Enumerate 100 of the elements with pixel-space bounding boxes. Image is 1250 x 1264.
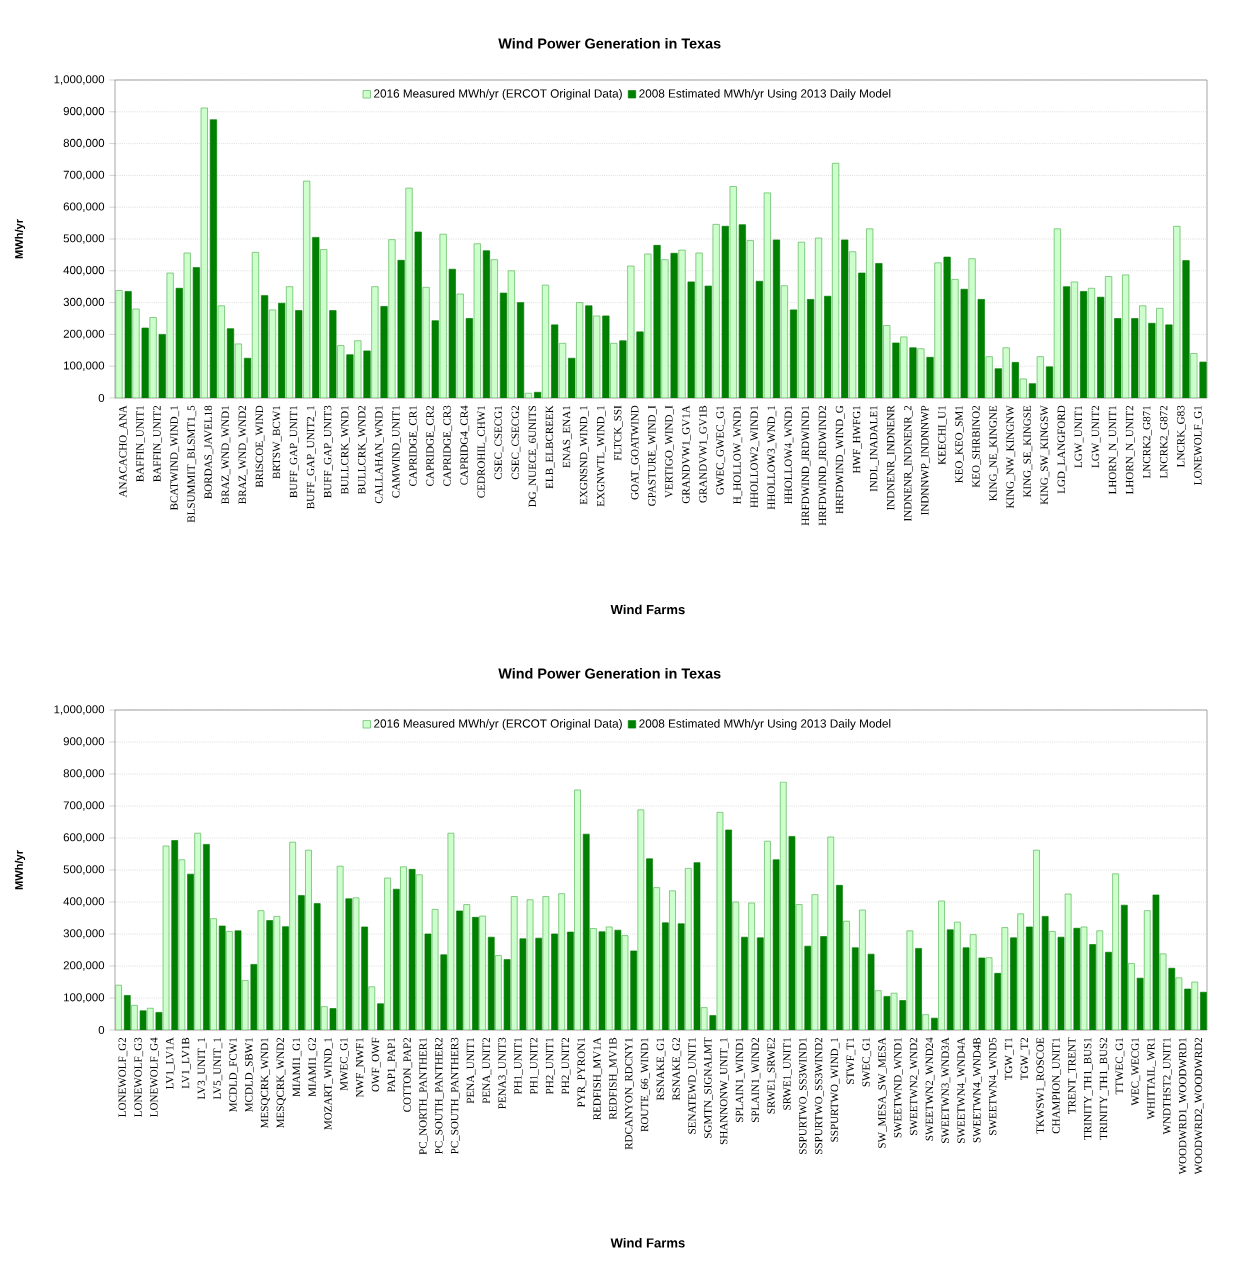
x-tick-label: MCDLD_SBW1 (245, 1037, 254, 1112)
x-tick-label: LONEWOLF_G3 (134, 1037, 144, 1117)
bar (1019, 378, 1027, 398)
x-tick-label: INDNNWP_INDNNWP (921, 405, 930, 515)
x-tick-label: CAPRIDGE_CR3 (443, 405, 453, 486)
bar (541, 284, 550, 398)
bar (141, 327, 149, 398)
y-tick-label: 500,000 (63, 234, 105, 244)
x-tick-label: BUFF_GAP_UNIT3 (323, 405, 333, 498)
bar (217, 305, 225, 398)
x-tick-label: ROUTE_66_WIND1 (640, 1037, 650, 1132)
x-tick-label: HRFDWIND_JRDWIND2 (818, 405, 828, 526)
bar (268, 309, 277, 398)
x-tick-label: WOODWRD1_WOODWRD1 (1178, 1037, 1188, 1175)
bar (337, 345, 345, 398)
bar (448, 268, 456, 398)
chart-title: Wind Power Generation in Texas (498, 668, 721, 679)
x-tick-label: BCATWIND_WIND_1 (170, 405, 180, 511)
x-tick-label: SWEETWND_WND1 (894, 1037, 903, 1138)
bar (814, 237, 823, 398)
bar (183, 252, 191, 398)
y-tick-label: 100,000 (64, 361, 105, 371)
x-tick-label: SW_MESA_SW_MESA (878, 1037, 887, 1148)
bar (149, 317, 157, 398)
x-tick-label: BUFF_GAP_UNIT2_1 (306, 405, 316, 509)
x-tick-label: SSPURTWO_WIND_1 (830, 1037, 840, 1142)
bar (585, 305, 593, 398)
bar (763, 192, 771, 398)
bar (329, 310, 337, 398)
bar (209, 119, 217, 398)
bar (866, 228, 874, 398)
bar (405, 187, 413, 398)
bar (602, 315, 610, 398)
bar (875, 263, 883, 398)
bar (917, 348, 925, 398)
bar (797, 241, 806, 398)
bar (456, 293, 464, 398)
bar (900, 336, 908, 398)
x-tick-label: FLTCK_SSI (613, 405, 623, 461)
x-tick-label: BRAZ_WND_WND1 (221, 405, 231, 504)
bar (278, 302, 286, 398)
x-tick-label: BRTSW_BCW1 (272, 405, 282, 479)
bar (200, 107, 208, 398)
x-tick-label: GWEC_GWEC_G1 (716, 405, 726, 495)
x-tick-label: RDCANYON_RDCNY1 (624, 1037, 634, 1150)
y-tick-label: 1,000,000 (54, 705, 105, 715)
bar (1070, 281, 1079, 398)
bar (772, 239, 781, 398)
x-tick-label: REDFISH_MV1B (609, 1037, 618, 1120)
bar (524, 392, 533, 398)
bar (551, 324, 559, 398)
y-tick-label: 600,000 (63, 202, 105, 212)
bar (234, 343, 242, 398)
bar (482, 250, 490, 398)
x-tick-label: LHORN_N_UNIT2 (1125, 405, 1135, 495)
bar (926, 356, 934, 398)
y-tick-label: 1,000,000 (54, 75, 105, 85)
bar (507, 270, 515, 398)
bar (1036, 356, 1044, 398)
bar (960, 288, 968, 398)
x-tick-label: CAPRIDG4_CR4 (460, 405, 470, 485)
x-tick-label: PENA_UNIT1 (466, 1037, 476, 1104)
x-tick-label: DG_NUECE_6UNITS (528, 405, 538, 508)
x-tick-label: LONEWOLF_G4 (150, 1037, 159, 1117)
y-tick-label: 100,000 (64, 993, 105, 1003)
bar (1053, 228, 1061, 398)
x-tick-label: MIAMI1_G1 (292, 1037, 302, 1097)
x-tick-label: KING_NW_KINGNW (1006, 405, 1016, 509)
y-tick-label: 600,000 (63, 833, 105, 843)
x-tick-label: KING_NE_KINGNE (989, 405, 999, 501)
x-tick-label: BLSUMMIT_BLSMT1_5 (187, 405, 197, 523)
x-tick-label: SWEETWN4_WND5 (988, 1037, 998, 1135)
bar (192, 267, 200, 398)
x-tick-label: BAFFIN_UNIT2 (153, 405, 163, 482)
x-tick-label: LGW_UNIT1 (1074, 405, 1084, 468)
x-tick-label: EXGNSND_WIND_1 (579, 405, 589, 505)
x-tick-label: KING_SW_KINGSW (1040, 405, 1050, 505)
x-tick-label: GRANDVW1_GV1A (682, 405, 691, 504)
x-tick-label: TGW_T1 (1004, 1037, 1014, 1081)
x-tick-label: TGW_T2 (1020, 1037, 1030, 1081)
x-tick-label: WHITTAIL_WR1 (1147, 1037, 1156, 1120)
x-tick-label: CAPRIDGE_CR2 (426, 405, 436, 486)
x-tick-label: CHAMPION_UNIT1 (1052, 1037, 1062, 1134)
x-tick-label: LNCRK2_G871 (1142, 405, 1152, 479)
bar (499, 292, 508, 398)
bar (627, 265, 635, 398)
y-tick-label: 300,000 (63, 297, 105, 308)
x-tick-label: SWEETWN2_WND24 (925, 1037, 935, 1141)
bar (780, 285, 788, 398)
bar (243, 357, 252, 398)
bar (1156, 307, 1164, 398)
x-tick-label: LONEWOLF_G2 (118, 1037, 128, 1117)
y-tick-label: 900,000 (63, 737, 105, 747)
bar (371, 286, 379, 398)
x-tick-label: CSEC_CSECG2 (511, 405, 521, 480)
bar (636, 331, 644, 398)
bar (619, 340, 627, 398)
bar (755, 280, 763, 398)
x-tick-label: HHOLLOW2_WIND1 (750, 405, 760, 508)
x-tick-label: BULLCRK_WND1 (340, 405, 350, 495)
